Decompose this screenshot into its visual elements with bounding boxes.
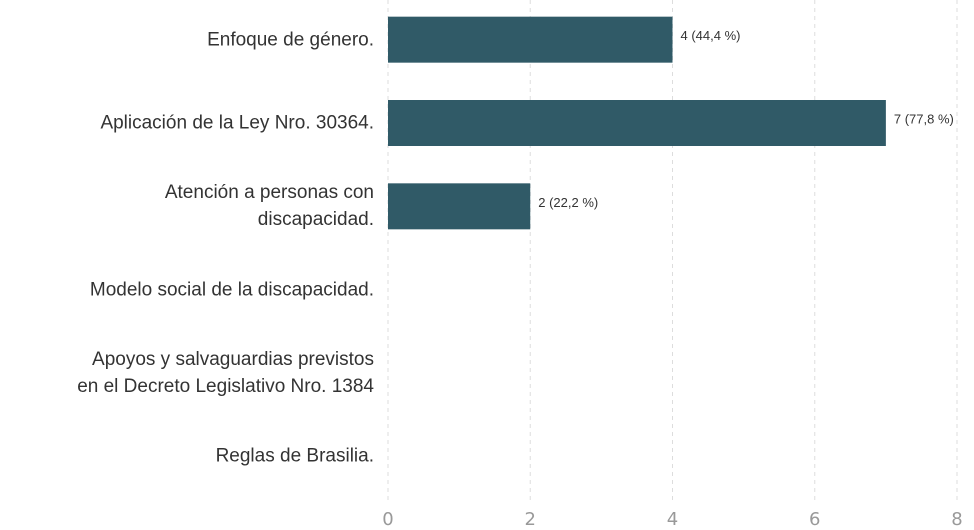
- category-label: Modelo social de la discapacidad.: [89, 279, 374, 301]
- category-label: Aplicación de la Ley Nro. 30364.: [100, 112, 374, 134]
- category-label: Apoyos y salvaguardias previstos en el D…: [77, 349, 374, 397]
- x-tick-label: 4: [667, 509, 678, 530]
- bar: [388, 100, 886, 146]
- x-tick-label: 2: [525, 509, 536, 530]
- bar: [388, 16, 673, 63]
- bar: [388, 183, 531, 230]
- category-label: Enfoque de género.: [207, 29, 374, 51]
- category-label: Reglas de Brasilia.: [215, 445, 374, 467]
- x-tick-label: 0: [382, 509, 393, 530]
- category-label: Atención a personas con discapacidad.: [164, 182, 374, 231]
- value-label: 7 (77,8 %): [894, 111, 954, 126]
- value-label: 2 (22,2 %): [538, 195, 598, 210]
- x-tick-label: 8: [951, 509, 962, 530]
- value-label: 4 (44,4 %): [681, 28, 741, 43]
- x-tick-label: 6: [809, 509, 820, 530]
